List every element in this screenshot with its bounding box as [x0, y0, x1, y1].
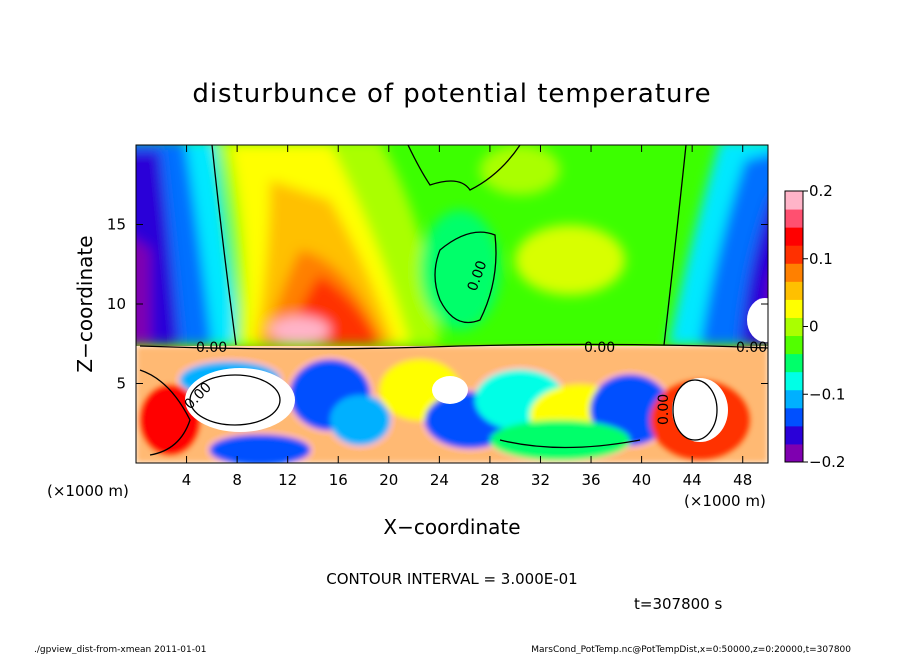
x-tick-label: 48 [733, 471, 752, 489]
heatmap-field [136, 145, 768, 463]
y-tick-label: 5 [116, 375, 126, 393]
x-tick-label: 40 [632, 471, 651, 489]
y-tick-label: 10 [107, 295, 126, 313]
contour-label: 0.00 [656, 394, 672, 425]
x-tick-label: 24 [430, 471, 449, 489]
colorbar-swatch [785, 335, 803, 355]
colorbar-swatch [785, 353, 803, 373]
colorbar-swatch [785, 443, 803, 463]
colorbar-swatch [785, 389, 803, 409]
colorbar-swatch [785, 209, 803, 228]
colorbar-tick-label: 0.2 [809, 182, 833, 200]
x-tick-label: 8 [232, 471, 242, 489]
x-unit-label: (×1000 m) [684, 492, 766, 510]
colorbar: 0.2 0.1 0 −0.1 −0.2 [784, 182, 845, 471]
x-tick-label: 44 [683, 471, 702, 489]
colorbar-swatch [785, 407, 803, 427]
colorbar-swatch [785, 425, 803, 445]
colorbar-tick-label: −0.1 [809, 385, 845, 403]
colorbar-swatch [785, 317, 803, 337]
colorbar-tick-label: 0.1 [809, 250, 833, 268]
x-axis: 4 8 12 16 20 24 28 32 36 40 44 48 [182, 145, 752, 489]
contour-label: 0.00 [736, 340, 767, 356]
colorbar-swatch [785, 263, 803, 282]
colorbar-swatch [785, 281, 803, 300]
contour-label: 0.00 [196, 340, 227, 356]
y-axis: 5 10 15 [107, 216, 768, 393]
contour-label: 0.00 [584, 340, 615, 356]
footer-right: MarsCond_PotTemp.nc@PotTempDist,x=0:5000… [531, 645, 851, 654]
y-axis-title: Z−coordinate [73, 235, 97, 372]
x-tick-label: 28 [480, 471, 499, 489]
footer-left: ./gpview_dist-from-xmean 2011-01-01 [34, 645, 206, 654]
chart-title: disturbunce of potential temperature [192, 79, 711, 109]
colorbar-swatch [785, 245, 803, 264]
colorbar-swatch [785, 227, 803, 246]
x-axis-title: X−coordinate [383, 515, 520, 539]
colorbar-tick-label: −0.2 [809, 453, 845, 471]
time-text: t=307800 s [634, 595, 722, 613]
x-tick-label: 32 [531, 471, 550, 489]
colorbar-swatch [785, 299, 803, 318]
x-tick-label: 20 [379, 471, 398, 489]
colorbar-tick-label: 0 [809, 318, 819, 336]
x-tick-label: 16 [329, 471, 348, 489]
colorbar-swatch [785, 371, 803, 391]
colorbar-swatch [785, 191, 803, 210]
y-unit-label: (×1000 m) [47, 482, 129, 500]
x-tick-label: 12 [278, 471, 297, 489]
contour-interval-text: CONTOUR INTERVAL = 3.000E-01 [326, 570, 577, 588]
x-tick-label: 4 [182, 471, 192, 489]
x-tick-label: 36 [581, 471, 600, 489]
y-tick-label: 15 [107, 216, 126, 234]
